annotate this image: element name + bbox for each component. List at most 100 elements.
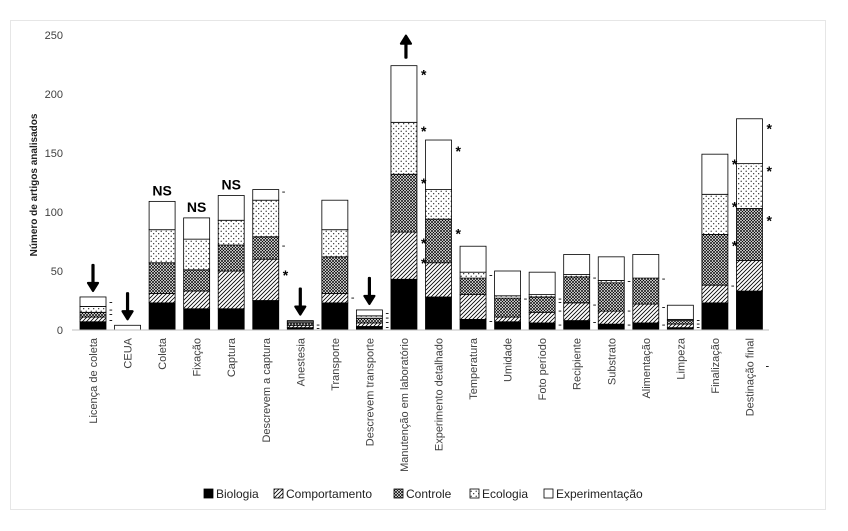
bar-segment-ecologia <box>701 193 729 235</box>
dash-label: - <box>662 319 666 331</box>
bar-segment-ecologia <box>425 189 452 220</box>
legend-label: Ecologia <box>482 487 528 501</box>
ns-label: NS <box>187 199 206 215</box>
y-tick-label: 150 <box>45 148 63 160</box>
bar-segment-experimentação <box>494 270 522 297</box>
bar-segment-comportamento <box>632 303 660 324</box>
bar-segment-comportamento <box>321 293 349 304</box>
y-tick-label: 200 <box>45 89 63 101</box>
bar-segment-controle <box>736 208 763 261</box>
dash-label: - <box>696 318 700 330</box>
bar-segment-experimentação <box>355 309 383 317</box>
dash-label: - <box>282 240 286 252</box>
asterisk-label: * <box>456 226 462 242</box>
dash-label: - <box>558 293 562 305</box>
ns-label: NS <box>221 176 240 192</box>
bar-segment-comportamento <box>494 316 522 323</box>
dash-label: - <box>524 293 528 305</box>
dash-label: - <box>489 316 493 328</box>
dash-label: - <box>385 317 389 329</box>
y-axis-label: Número de artigos analisados <box>29 113 40 256</box>
asterisk-label: * <box>421 175 427 191</box>
x-tick-label: Coleta <box>157 337 169 370</box>
y-tick-label: 250 <box>45 30 63 42</box>
bars <box>79 65 763 331</box>
x-tick-label: Substrato <box>606 338 618 385</box>
legend-swatch <box>203 488 214 499</box>
bar-segment-ecologia <box>148 229 176 264</box>
bar-segment-controle <box>252 236 280 260</box>
dash-label: - <box>385 321 389 333</box>
dash-label: - <box>593 317 597 329</box>
dash-label: - <box>558 319 562 331</box>
bar-segment-controle <box>183 269 211 292</box>
bar-segment-experimentação <box>632 254 660 279</box>
bar-segment-experimentação <box>563 254 591 275</box>
legend-swatch <box>543 488 554 499</box>
bar-segment-experimentação <box>701 153 729 195</box>
bar-segment-experimentação <box>666 304 694 320</box>
bar-segment-controle <box>321 256 349 294</box>
bar-segment-comportamento <box>425 262 452 298</box>
x-tick-label: Captura <box>226 337 238 377</box>
bar-segment-biologia <box>736 290 763 331</box>
bar-segment-experimentação <box>321 199 349 231</box>
bar-segment-controle <box>494 297 522 318</box>
bar-segment-controle <box>563 276 591 304</box>
bar-segment-comportamento <box>563 302 591 321</box>
legend: Biologia Comportamento Controle Ecologia Exp… <box>203 487 643 501</box>
bar-segment-experimentação <box>79 296 107 307</box>
arrow-down-icon <box>294 287 307 316</box>
bar-segment-experimentação <box>597 256 625 281</box>
bar-segment-comportamento <box>355 322 383 327</box>
dash-label: - <box>351 292 355 304</box>
bar-segment-biologia <box>494 321 522 331</box>
bar-segment-ecologia <box>321 229 349 258</box>
legend-label: Experimentação <box>556 487 643 501</box>
x-tick-label: Fixação <box>192 338 204 377</box>
bar-segment-biologia <box>148 302 176 331</box>
dash-label: - <box>627 319 631 331</box>
bar-segment-biologia <box>597 323 625 331</box>
dash-label: - <box>627 305 631 317</box>
bar-segment-comportamento <box>701 284 729 304</box>
x-tick-label: Foto período <box>537 338 549 400</box>
arrow-down-icon <box>86 263 100 293</box>
bar-segment-experimentação <box>217 195 245 221</box>
y-tick-label: 100 <box>45 207 63 219</box>
asterisk-label: * <box>421 66 427 82</box>
x-tick-label: Limpeza <box>675 337 687 379</box>
dash-label: - <box>696 314 700 326</box>
dash-label: - <box>558 297 562 309</box>
y-tick-label: 0 <box>57 325 63 337</box>
dash-label: - <box>627 275 631 287</box>
chart-frame <box>10 20 826 510</box>
asterisk-label: * <box>766 213 772 229</box>
legend-swatch <box>273 488 284 499</box>
dash-label: - <box>662 273 666 285</box>
dash-label: - <box>282 186 286 198</box>
bar-segment-comportamento <box>390 231 418 280</box>
bar-segment-biologia <box>217 308 245 331</box>
x-tick-label: Manutenção em laboratório <box>399 338 411 472</box>
asterisk-label: * <box>421 255 427 271</box>
x-tick-label: Destinação final <box>744 338 756 416</box>
bar-segment-comportamento <box>252 258 280 301</box>
bar-segment-experimentação <box>528 271 556 295</box>
x-axis: Licença de coleta CEUA Coleta Fixação Captur… <box>88 337 756 472</box>
dash-label: - <box>662 301 666 313</box>
ns-label: NS <box>152 182 171 198</box>
legend-label: Controle <box>406 487 452 501</box>
dash-label: - <box>385 307 389 319</box>
x-tick-label: Alimentação <box>641 338 653 399</box>
bar-segment-biologia <box>355 326 383 331</box>
dash-label: - <box>109 308 113 320</box>
asterisk-label: * <box>421 235 427 251</box>
bar-segment-comportamento <box>183 290 211 310</box>
asterisk-label: * <box>732 238 738 254</box>
bar-segment-controle <box>701 234 729 286</box>
bar-segment-controle <box>459 277 487 295</box>
bar-segment-controle <box>597 282 625 312</box>
x-tick-label: Temperatura <box>468 337 480 400</box>
bar-segment-comportamento <box>736 259 763 292</box>
